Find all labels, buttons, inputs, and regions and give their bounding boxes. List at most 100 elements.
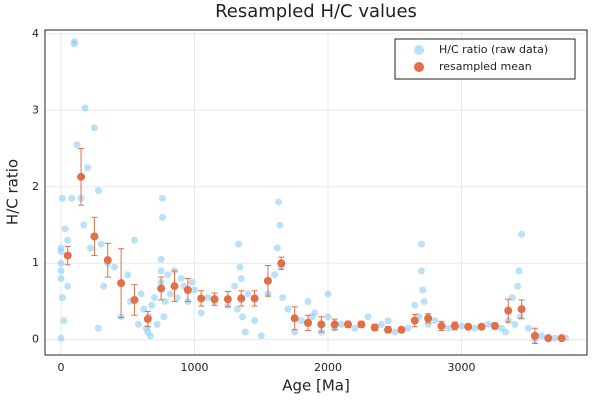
raw-point bbox=[177, 275, 185, 283]
raw-point bbox=[417, 240, 425, 248]
mean-point bbox=[223, 295, 232, 304]
raw-point bbox=[279, 294, 287, 302]
raw-point bbox=[84, 164, 92, 172]
raw-point bbox=[257, 332, 265, 340]
raw-point bbox=[97, 240, 105, 248]
mean-point bbox=[530, 331, 539, 340]
mean-point bbox=[103, 256, 112, 265]
raw-point bbox=[80, 221, 88, 229]
raw-point bbox=[81, 104, 89, 112]
raw-point bbox=[377, 320, 385, 328]
mean-point bbox=[504, 306, 513, 315]
raw-point bbox=[140, 305, 148, 313]
y-tick-label: 3 bbox=[32, 103, 39, 116]
raw-point bbox=[100, 282, 108, 290]
legend-label: resampled mean bbox=[439, 60, 532, 73]
raw-point bbox=[291, 328, 299, 336]
raw-point bbox=[73, 141, 81, 149]
raw-point bbox=[276, 221, 284, 229]
mean-point bbox=[384, 325, 393, 334]
raw-point bbox=[444, 324, 452, 332]
legend-box bbox=[394, 38, 576, 80]
mean-point bbox=[424, 314, 433, 323]
raw-point bbox=[57, 259, 65, 267]
raw-point bbox=[157, 267, 165, 275]
raw-point bbox=[57, 275, 65, 283]
raw-point bbox=[94, 324, 102, 332]
raw-point bbox=[431, 317, 439, 325]
legend-label: H/C ratio (raw data) bbox=[439, 43, 548, 56]
raw-point bbox=[166, 290, 174, 298]
raw-point bbox=[231, 282, 239, 290]
mean-point bbox=[90, 232, 99, 241]
y-tick-label: 4 bbox=[32, 27, 39, 40]
mean-point bbox=[197, 294, 206, 303]
raw-point bbox=[161, 297, 169, 305]
mean-point bbox=[544, 334, 553, 343]
raw-point bbox=[57, 267, 65, 275]
mean-point bbox=[263, 276, 272, 285]
raw-point bbox=[404, 324, 412, 332]
mean-point bbox=[250, 294, 259, 303]
mean-point bbox=[490, 321, 499, 330]
raw-point bbox=[134, 320, 142, 328]
raw-point bbox=[110, 263, 118, 271]
raw-point bbox=[458, 322, 466, 330]
raw-point bbox=[324, 313, 332, 321]
mean-point bbox=[330, 320, 339, 329]
chart-title: Resampled H/C values bbox=[215, 1, 417, 22]
raw-point bbox=[351, 324, 359, 332]
mean-point bbox=[477, 322, 486, 331]
raw-point bbox=[68, 194, 76, 202]
raw-point bbox=[391, 328, 399, 336]
mean-point bbox=[450, 321, 459, 330]
raw-point bbox=[524, 324, 532, 332]
x-tick-label: 0 bbox=[58, 361, 65, 374]
raw-point bbox=[304, 297, 312, 305]
raw-point bbox=[251, 317, 259, 325]
raw-point bbox=[90, 124, 98, 132]
mean-point bbox=[410, 316, 419, 325]
mean-point bbox=[183, 286, 192, 294]
mean-point bbox=[290, 314, 299, 323]
raw-point bbox=[150, 294, 158, 302]
mean-point bbox=[143, 315, 152, 324]
y-tick-label: 0 bbox=[32, 333, 39, 346]
mean-point bbox=[210, 295, 219, 304]
raw-point bbox=[233, 305, 241, 313]
x-tick-label: 1000 bbox=[181, 361, 209, 374]
y-axis-label: H/C ratio bbox=[4, 159, 22, 225]
legend-marker bbox=[414, 45, 424, 55]
raw-point bbox=[64, 282, 72, 290]
mean-point bbox=[437, 321, 446, 330]
raw-point bbox=[137, 290, 145, 298]
raw-point bbox=[551, 334, 559, 342]
mean-point bbox=[157, 284, 166, 293]
raw-point bbox=[160, 313, 168, 321]
mean-point bbox=[117, 279, 126, 288]
mean-point bbox=[357, 320, 366, 329]
raw-point bbox=[130, 236, 138, 244]
raw-point bbox=[518, 230, 526, 238]
raw-point bbox=[94, 187, 102, 195]
raw-point bbox=[237, 275, 245, 283]
raw-point bbox=[57, 244, 65, 252]
y-tick-label: 2 bbox=[32, 180, 39, 193]
y-tick-label: 1 bbox=[32, 256, 39, 269]
raw-point bbox=[411, 301, 419, 309]
raw-point bbox=[516, 313, 524, 321]
raw-point bbox=[417, 267, 425, 275]
raw-point bbox=[311, 309, 319, 317]
raw-point bbox=[236, 263, 244, 271]
raw-point bbox=[239, 313, 247, 321]
raw-point bbox=[337, 320, 345, 328]
raw-point bbox=[419, 286, 427, 294]
raw-point bbox=[188, 278, 196, 286]
raw-point bbox=[57, 334, 65, 342]
raw-point bbox=[58, 194, 66, 202]
mean-point bbox=[170, 282, 179, 291]
raw-point bbox=[284, 305, 292, 313]
raw-point bbox=[511, 320, 519, 328]
raw-point bbox=[61, 225, 69, 233]
